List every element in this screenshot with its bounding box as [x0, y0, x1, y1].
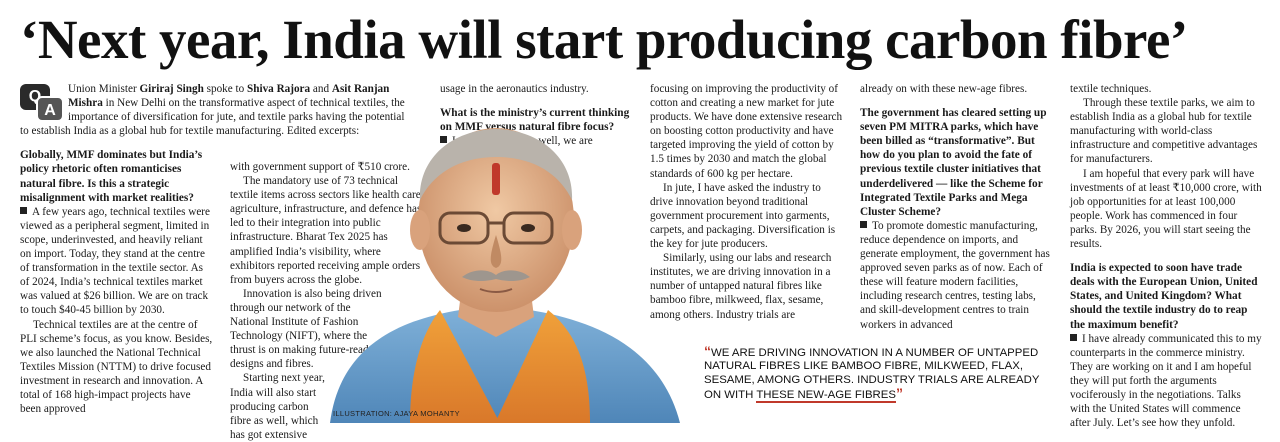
paragraph: already on with these new-age fibres. [860, 83, 1028, 95]
column-6: textile techniques. Through these textil… [1070, 82, 1262, 430]
paragraph: Technical textiles are at the centre of … [20, 318, 213, 416]
qa-logo-a: A [36, 96, 64, 122]
pull-quote-text: We are driving innovation in a number of… [704, 347, 1040, 402]
column-5: already on with these new-age fibres. Th… [860, 82, 1052, 332]
minister-name: Giriraj Singh [139, 83, 204, 95]
column-4: focusing on improving the productivity o… [650, 82, 845, 322]
portrait-illustration [330, 128, 680, 423]
column-2: with government support of ₹510 crore. T… [230, 160, 426, 442]
close-quote-mark: ” [895, 385, 903, 402]
paragraph: I am hopeful that every park will have i… [1070, 167, 1262, 251]
paragraph: with government support of ₹510 crore. [230, 161, 410, 173]
paragraph: Similarly, using our labs and research i… [650, 252, 832, 321]
illustration-credit: ILLUSTRATION: AJAYA MOHANTY [333, 409, 460, 418]
answer-3: To promote domestic manufacturing, reduc… [860, 219, 1050, 331]
answer-bullet [1070, 333, 1077, 341]
answer-bullet [20, 206, 27, 214]
qa-logo: Q A [20, 84, 64, 124]
open-quote-mark: “ [704, 343, 711, 359]
paragraph: Innovation is also being driven through … [230, 287, 382, 371]
answer-bullet [440, 136, 447, 144]
intro: Union Minister Giriraj Singh spoke to Sh… [20, 83, 405, 138]
paragraph: The mandatory use of 73 technical textil… [230, 175, 424, 286]
paragraph: Through these textile parks, we aim to e… [1070, 97, 1258, 166]
question-4: India is expected to soon have trade dea… [1070, 262, 1258, 331]
answer-1: A few years ago, technical textiles were… [20, 205, 210, 317]
pull-quote-underlined: these new-age fibres [756, 389, 896, 404]
question-1: Globally, MMF dominates but India’s poli… [20, 149, 203, 204]
answer-bullet [860, 220, 867, 228]
headline: ‘Next year, India will start producing c… [20, 9, 1188, 70]
interviewer-2: Asit Ranjan Mishra [68, 83, 390, 110]
answer-4: I have already communicated this to my c… [1070, 332, 1262, 430]
paragraph: textile techniques. [1070, 83, 1152, 95]
question-3: The government has cleared setting up se… [860, 107, 1047, 218]
column-1: Q A Union Minister Giriraj Singh spoke t… [20, 82, 405, 416]
paragraph: usage in the aeronautics industry. [440, 83, 589, 95]
paragraph: focusing on improving the productivity o… [650, 83, 843, 180]
interviewer-1: Shiva Rajora [247, 83, 311, 95]
paragraph: In jute, I have asked the industry to dr… [650, 181, 836, 251]
pull-quote: “We are driving innovation in a number o… [704, 343, 1049, 404]
